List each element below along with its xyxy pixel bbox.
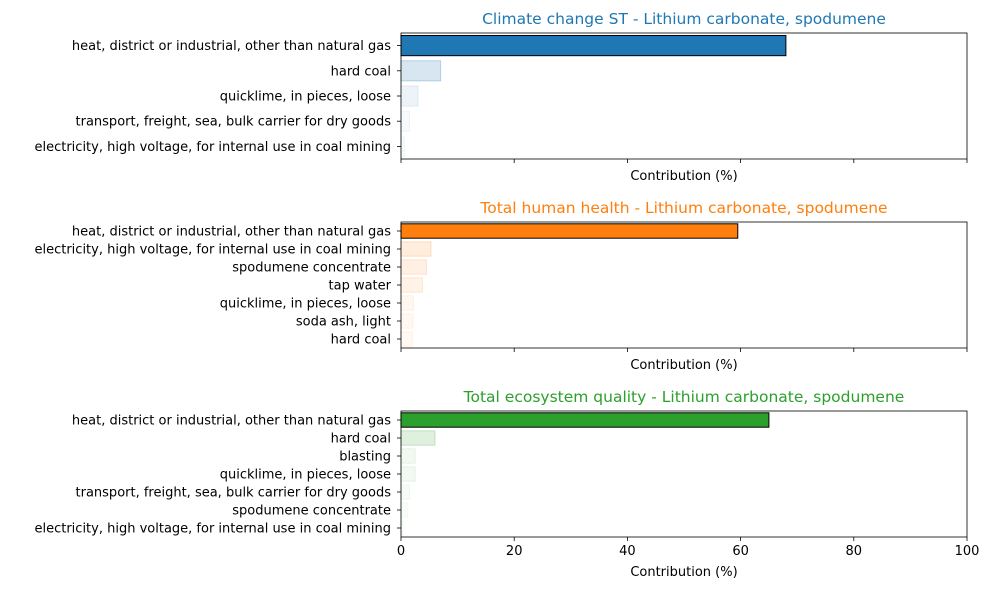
- x-tick-label: 0: [397, 544, 405, 559]
- plot-frame: [400, 221, 968, 349]
- x-tick-label: 20: [506, 544, 523, 559]
- x-tick-label: 40: [619, 544, 636, 559]
- chart-panel-3: Total ecosystem quality - Lithium carbon…: [34, 388, 979, 580]
- chart-title: Total human health - Lithium carbonate, …: [479, 199, 887, 217]
- bar: [400, 313, 414, 329]
- plot-frame: [400, 410, 968, 538]
- y-tick-label: electricity, high voltage, for internal …: [34, 522, 391, 537]
- bar: [400, 110, 410, 132]
- x-axis-label: Contribution (%): [630, 169, 737, 184]
- bar: [400, 241, 432, 257]
- chart-title: Climate change ST - Lithium carbonate, s…: [482, 10, 886, 28]
- x-tick-label: 80: [846, 544, 863, 559]
- y-tick-label: soda ash, light: [296, 315, 391, 330]
- bar: [400, 60, 442, 82]
- y-tick-label: hard coal: [331, 333, 391, 348]
- y-tick-label: spodumene concentrate: [232, 504, 391, 519]
- y-tick-label: transport, freight, sea, bulk carrier fo…: [76, 486, 392, 501]
- y-tick-label: tap water: [329, 279, 392, 294]
- bar: [400, 223, 739, 239]
- y-tick-label: blasting: [339, 450, 391, 465]
- y-tick-label: quicklime, in pieces, loose: [220, 468, 391, 483]
- bar: [400, 430, 436, 446]
- x-tick-label: 60: [732, 544, 749, 559]
- chart-panel-1: Climate change ST - Lithium carbonate, s…: [34, 10, 968, 184]
- bar: [400, 295, 414, 311]
- y-tick-label: quicklime, in pieces, loose: [220, 90, 391, 105]
- y-tick-label: transport, freight, sea, bulk carrier fo…: [76, 115, 392, 130]
- bar: [400, 135, 405, 157]
- y-tick-label: electricity, high voltage, for internal …: [34, 243, 391, 258]
- bar: [400, 35, 787, 57]
- y-tick-label: spodumene concentrate: [232, 261, 391, 276]
- bar: [400, 259, 427, 275]
- chart-title: Total ecosystem quality - Lithium carbon…: [463, 388, 905, 406]
- plot-frame: [400, 32, 968, 160]
- y-tick-label: quicklime, in pieces, loose: [220, 297, 391, 312]
- bar: [400, 85, 419, 107]
- x-tick-label: 100: [955, 544, 980, 559]
- y-tick-label: heat, district or industrial, other than…: [72, 39, 391, 54]
- bar: [400, 502, 409, 518]
- y-tick-label: heat, district or industrial, other than…: [72, 225, 391, 240]
- bar: [400, 412, 770, 428]
- y-tick-label: hard coal: [331, 64, 391, 79]
- y-tick-label: heat, district or industrial, other than…: [72, 414, 391, 429]
- y-tick-label: hard coal: [331, 432, 391, 447]
- x-axis-label: Contribution (%): [630, 565, 737, 580]
- bar: [400, 331, 413, 347]
- y-tick-label: electricity, high voltage, for internal …: [34, 140, 391, 155]
- bar: [400, 448, 416, 464]
- bar: [400, 466, 416, 482]
- bar: [400, 277, 424, 293]
- bar: [400, 484, 410, 500]
- chart-panel-2: Total human health - Lithium carbonate, …: [34, 199, 968, 373]
- x-axis-label: Contribution (%): [630, 358, 737, 373]
